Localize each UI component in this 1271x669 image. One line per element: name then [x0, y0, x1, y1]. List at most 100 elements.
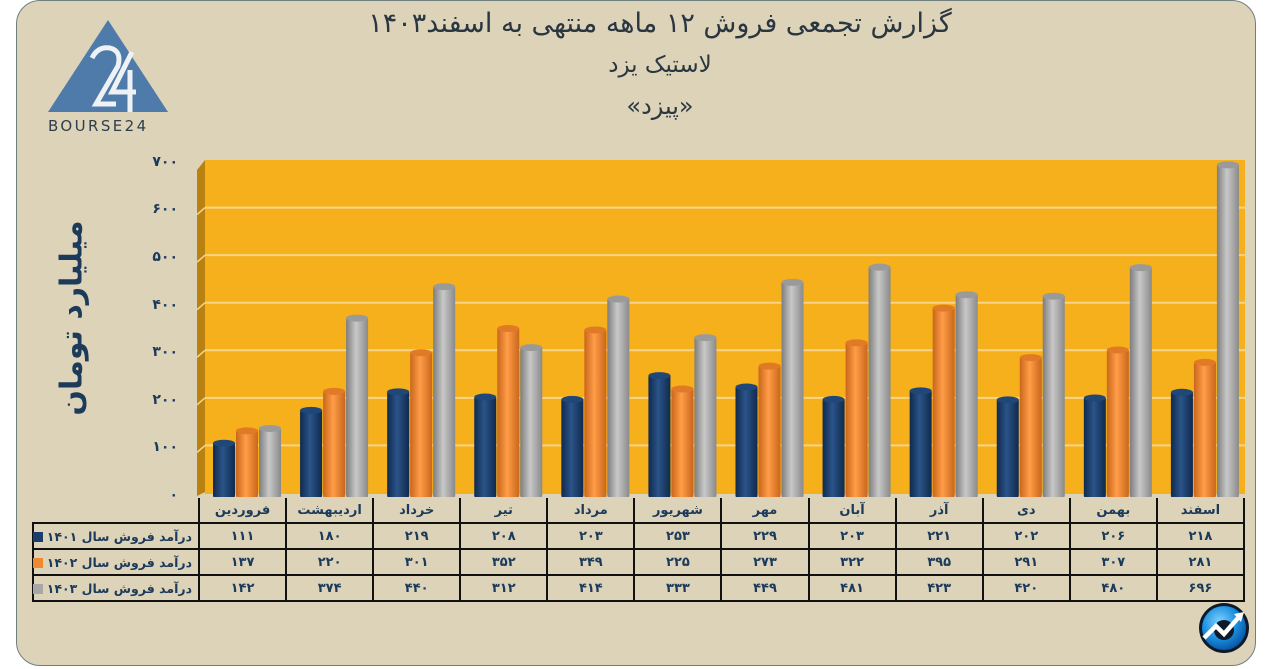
- legend-cell: درآمد فروش سال ۱۴۰۲: [32, 548, 200, 576]
- bar-5-2: [694, 334, 717, 497]
- table-row: درآمد فروش سال ۱۴۰۳ ۱۴۲ ۳۷۴ ۴۴۰ ۳۱۲ ۴۱۴ ۳۳۳ ۴۴۹…: [32, 574, 1246, 602]
- month-header: دی: [981, 498, 1071, 524]
- month-header: خرداد: [372, 498, 462, 524]
- table-cell: ۴۸۰: [1068, 574, 1158, 602]
- bar-6-0: [735, 383, 758, 497]
- legend-cell: درآمد فروش سال ۱۴۰۱: [32, 522, 200, 550]
- table-cell: ۴۲۰: [981, 574, 1071, 602]
- y-axis-label: میلیارد تومان: [54, 220, 90, 416]
- month-header: اردیبهشت: [285, 498, 375, 524]
- y-tick-label: ۶۰۰: [152, 201, 178, 218]
- table-cell: ۳۰۱: [372, 548, 462, 576]
- report-title: گزارش تجمعی فروش ۱۲ ماهه منتهی به اسفند۱…: [368, 8, 952, 39]
- bar-chart: [197, 160, 1245, 497]
- bar-1-1: [323, 387, 346, 497]
- table-cell: ۱۳۷: [197, 548, 288, 576]
- table-cell: ۳۷۴: [285, 574, 375, 602]
- table-cell: ۴۱۴: [546, 574, 636, 602]
- table-cell: ۳۱۲: [459, 574, 549, 602]
- bar-8-1: [932, 304, 955, 497]
- table-cell: ۶۹۶: [1155, 574, 1246, 602]
- bar-11-1: [1193, 358, 1216, 497]
- table-cell: ۲۰۳: [546, 522, 636, 550]
- bar-4-1: [584, 326, 607, 497]
- bar-11-2: [1216, 161, 1239, 497]
- trend-up-arrow-icon: [1199, 603, 1249, 653]
- legend-swatch-icon: [32, 584, 43, 594]
- bar-3-2: [520, 344, 543, 497]
- bar-1-2: [346, 314, 369, 497]
- table-cell: ۲۲۱: [894, 522, 984, 550]
- month-header: آبان: [807, 498, 897, 524]
- bar-5-1: [671, 385, 694, 497]
- y-tick-label: ۳۰۰: [152, 344, 178, 361]
- month-header: فروردین: [197, 498, 288, 524]
- legend-label: درآمد فروش سال ۱۴۰۲: [46, 554, 192, 570]
- bar-7-2: [868, 263, 891, 497]
- bar-2-0: [387, 388, 410, 497]
- table-cell: ۳۵۲: [459, 548, 549, 576]
- table-cell: ۱۴۲: [197, 574, 288, 602]
- table-cell: ۱۸۰: [285, 522, 375, 550]
- bar-9-0: [996, 396, 1019, 497]
- table-cell: ۲۰۳: [807, 522, 897, 550]
- table-cell: ۱۱۱: [197, 522, 288, 550]
- table-cell: ۴۴۹: [720, 574, 810, 602]
- bar-3-1: [497, 325, 520, 497]
- table-cell: ۳۹۵: [894, 548, 984, 576]
- legend-label: درآمد فروش سال ۱۴۰۱: [46, 528, 192, 544]
- y-tick-label: ۵۰۰: [152, 249, 178, 265]
- bar-9-2: [1042, 292, 1065, 497]
- y-tick-label: ۰: [169, 487, 178, 503]
- ticker-symbol: «پیزد»: [626, 92, 694, 120]
- bar-2-2: [433, 283, 456, 497]
- bar-0-0: [213, 439, 235, 497]
- table-cell: ۳۴۹: [546, 548, 636, 576]
- table-cell: ۲۲۵: [633, 548, 723, 576]
- bar-3-0: [474, 393, 497, 497]
- table-cell: ۲۰۲: [981, 522, 1071, 550]
- bar-5-0: [648, 372, 671, 497]
- y-tick-label: ۴۰۰: [152, 296, 178, 313]
- company-name: لاستیک یزد: [608, 52, 712, 78]
- bar-0-1: [236, 427, 258, 497]
- table-cell: ۳۳۳: [633, 574, 723, 602]
- table-cell: ۲۰۶: [1068, 522, 1158, 550]
- table-cell: ۴۴۰: [372, 574, 462, 602]
- bar-10-0: [1083, 394, 1106, 497]
- table-cell: ۲۹۱: [981, 548, 1071, 576]
- bar-8-2: [955, 291, 978, 497]
- legend-swatch-icon: [32, 558, 43, 568]
- y-tick-label: ۲۰۰: [152, 391, 178, 408]
- legend-label: درآمد فروش سال ۱۴۰۳: [46, 580, 192, 596]
- table-cell: ۲۸۱: [1155, 548, 1246, 576]
- table-cell: ۲۱۹: [372, 522, 462, 550]
- bar-6-2: [781, 278, 804, 497]
- table-cell: ۳۲۲: [807, 548, 897, 576]
- table-cell: ۲۲۰: [285, 548, 375, 576]
- table-row: درآمد فروش سال ۱۴۰۱ ۱۱۱ ۱۸۰ ۲۱۹ ۲۰۸ ۲۰۳ ۲۵۳ ۲۲۹…: [32, 522, 1246, 550]
- month-header: تیر: [459, 498, 549, 524]
- bourse24-logo-icon: [48, 20, 168, 112]
- table-cell: ۴۲۳: [894, 574, 984, 602]
- table-cell: ۲۷۳: [720, 548, 810, 576]
- bar-6-1: [758, 362, 781, 497]
- month-header: مرداد: [546, 498, 636, 524]
- logo-text: BOURSE24: [48, 117, 149, 135]
- bar-7-0: [822, 395, 845, 497]
- bar-10-2: [1129, 264, 1152, 497]
- table-corner: [33, 498, 199, 524]
- table-cell: ۲۲۹: [720, 522, 810, 550]
- bar-11-0: [1170, 388, 1193, 497]
- table-cell: ۲۰۸: [459, 522, 549, 550]
- data-table: فروردین اردیبهشت خرداد تیر مرداد شهریور مهر آبا…: [32, 498, 1246, 602]
- bar-7-1: [845, 339, 868, 497]
- month-header: شهریور: [633, 498, 723, 524]
- legend-swatch-icon: [32, 532, 43, 542]
- month-header: مهر: [720, 498, 810, 524]
- legend-cell: درآمد فروش سال ۱۴۰۳: [32, 574, 200, 602]
- bar-9-1: [1019, 354, 1042, 497]
- bar-4-2: [607, 295, 630, 497]
- table-cell: ۳۰۷: [1068, 548, 1158, 576]
- table-cell: ۲۱۸: [1155, 522, 1246, 550]
